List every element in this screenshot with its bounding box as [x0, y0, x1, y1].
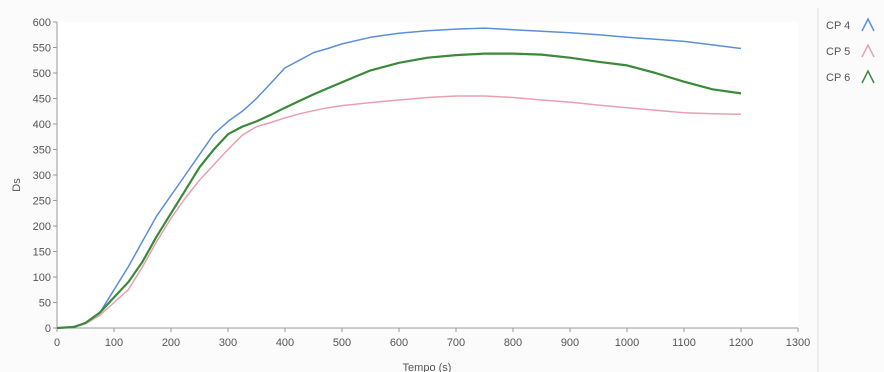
x-tick-label: 100 [105, 337, 123, 349]
x-tick-label: 300 [219, 337, 237, 349]
legend-swatch-cp-4 [861, 17, 875, 32]
y-tick-label: 50 [39, 298, 51, 310]
x-tick-label: 200 [162, 337, 180, 349]
y-tick-label: 300 [33, 170, 51, 182]
x-tick-label: 400 [276, 337, 294, 349]
legend-label-cp-6: CP 6 [826, 72, 850, 84]
x-tick-label: 1200 [729, 337, 753, 349]
x-tick-label: 900 [561, 337, 579, 349]
x-tick-label: 800 [504, 337, 522, 349]
series-lines [56, 27, 742, 330]
y-axis-title: Ds [11, 178, 23, 192]
x-tick-label: 1100 [672, 337, 696, 349]
y-tick-label: 200 [33, 221, 51, 233]
legend-label-cp-4: CP 4 [826, 20, 850, 32]
legend-label-cp-5: CP 5 [826, 46, 850, 58]
y-tick-label: 550 [33, 43, 51, 55]
y-tick-label: 600 [33, 17, 51, 29]
y-tick-label: 400 [33, 119, 51, 131]
legend-swatch-cp-5 [861, 43, 875, 58]
y-tick-label: 0 [45, 323, 51, 335]
series-line-cp-5 [56, 95, 742, 329]
y-axis-ticks: 0 50 100 150 200 250 300 350 400 450 500 550 600 [33, 17, 57, 335]
series-line-cp-6 [56, 52, 742, 330]
x-tick-label: 500 [333, 337, 351, 349]
y-tick-label: 450 [33, 94, 51, 106]
x-tick-label: 1000 [615, 337, 639, 349]
x-tick-label: 700 [447, 337, 465, 349]
x-axis-title: Tempo (s) [403, 362, 452, 372]
y-tick-label: 100 [33, 272, 51, 284]
y-tick-label: 150 [33, 247, 51, 259]
x-axis-ticks: 0 100 200 300 400 500 600 700 800 900 1000 1100 1200… [54, 328, 810, 349]
y-tick-label: 250 [33, 196, 51, 208]
plot-area [57, 22, 798, 328]
x-tick-label: 0 [54, 337, 60, 349]
legend: CP 4 CP 5 CP 6 [826, 17, 875, 84]
x-tick-label: 1300 [786, 337, 810, 349]
x-tick-label: 600 [390, 337, 408, 349]
series-line-cp-4 [56, 27, 742, 329]
y-tick-label: 500 [33, 68, 51, 80]
legend-swatch-cp-6 [861, 69, 875, 84]
y-tick-label: 350 [33, 145, 51, 157]
